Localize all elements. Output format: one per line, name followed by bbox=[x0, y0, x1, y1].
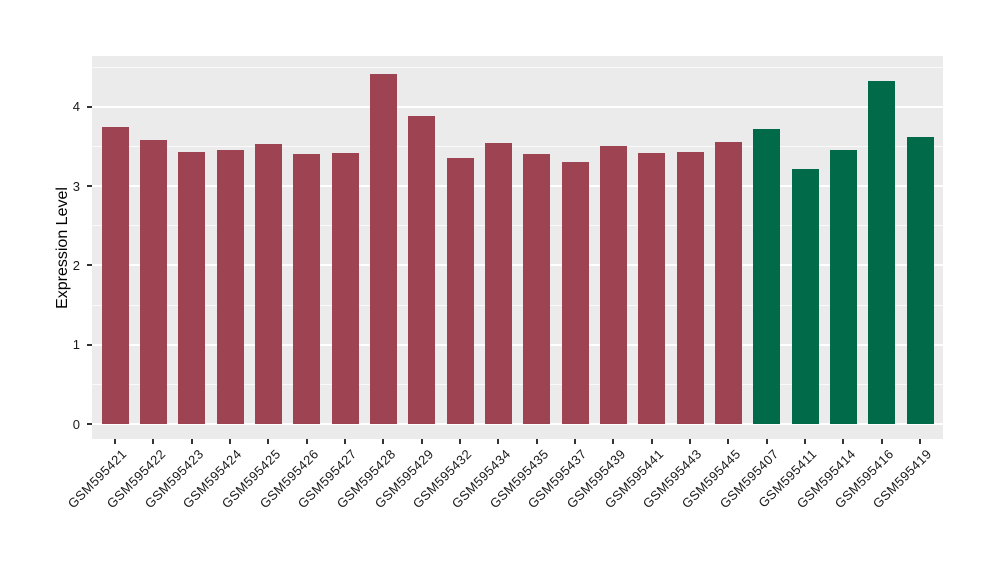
bar-GSM595419 bbox=[906, 137, 934, 424]
x-axis-tick bbox=[919, 439, 921, 444]
bar-GSM595441 bbox=[638, 153, 666, 424]
bar-GSM595425 bbox=[254, 144, 282, 424]
x-axis-tick bbox=[459, 439, 461, 444]
gridline-major bbox=[92, 185, 943, 188]
bar-GSM595435 bbox=[523, 154, 551, 424]
x-axis-tick bbox=[650, 439, 653, 444]
bar-GSM595424 bbox=[216, 150, 244, 424]
x-axis-tick bbox=[497, 439, 500, 444]
y-tick-label: 0 bbox=[72, 416, 80, 432]
x-axis-tick bbox=[765, 439, 768, 444]
gridline-minor bbox=[92, 304, 943, 306]
y-axis-title: Expression Level bbox=[54, 186, 71, 309]
y-tick-label: 1 bbox=[72, 337, 80, 353]
bar-GSM595439 bbox=[599, 146, 627, 424]
plot-panel bbox=[92, 56, 943, 439]
x-axis-tick bbox=[612, 439, 615, 444]
x-axis-tick bbox=[190, 439, 193, 444]
bar-GSM595422 bbox=[139, 140, 167, 424]
bar-GSM595426 bbox=[293, 154, 321, 424]
gridline-minor bbox=[92, 145, 943, 147]
bar-GSM595443 bbox=[676, 152, 704, 424]
x-axis-tick bbox=[804, 439, 806, 444]
y-axis-tick bbox=[87, 264, 92, 267]
bar-GSM595414 bbox=[829, 150, 857, 424]
y-axis-tick bbox=[87, 423, 92, 425]
bar-GSM595416 bbox=[868, 81, 896, 424]
bar-GSM595432 bbox=[446, 158, 474, 424]
gridline-major bbox=[92, 423, 943, 425]
y-tick-label: 4 bbox=[72, 99, 80, 115]
gridline-minor bbox=[92, 66, 943, 68]
y-axis-tick bbox=[87, 185, 92, 188]
bar-GSM595429 bbox=[408, 116, 436, 424]
gridline-major bbox=[92, 105, 943, 108]
y-tick-label: 3 bbox=[72, 178, 80, 194]
x-axis-tick bbox=[535, 439, 538, 444]
y-axis-tick bbox=[87, 105, 92, 108]
bar-GSM595445 bbox=[714, 142, 742, 424]
x-axis-tick bbox=[727, 439, 730, 444]
bar-GSM595437 bbox=[561, 162, 589, 424]
bar-GSM595421 bbox=[101, 127, 129, 424]
x-axis-tick bbox=[152, 439, 155, 444]
gridline-minor bbox=[92, 225, 943, 227]
bar-GSM595411 bbox=[791, 169, 819, 424]
x-axis-tick bbox=[689, 439, 691, 444]
bar-GSM595434 bbox=[484, 143, 512, 424]
gridline-major bbox=[92, 264, 943, 267]
x-axis-tick bbox=[229, 439, 231, 444]
gridline-major bbox=[92, 343, 943, 346]
x-axis-tick bbox=[114, 439, 116, 444]
gridline-minor bbox=[92, 383, 943, 385]
x-axis-tick bbox=[305, 439, 308, 444]
y-axis-tick bbox=[87, 343, 92, 346]
bar-GSM595427 bbox=[331, 153, 359, 424]
x-axis-tick bbox=[880, 439, 883, 444]
x-axis-tick bbox=[842, 439, 845, 444]
y-tick-label: 2 bbox=[72, 257, 80, 273]
x-axis-tick bbox=[420, 439, 423, 444]
bar-GSM595407 bbox=[753, 129, 781, 424]
bar-GSM595423 bbox=[178, 152, 206, 424]
x-axis-tick bbox=[574, 439, 576, 444]
x-axis-tick bbox=[382, 439, 385, 444]
x-axis-tick bbox=[267, 439, 270, 444]
bar-GSM595428 bbox=[369, 74, 397, 424]
x-axis-tick bbox=[344, 439, 346, 444]
